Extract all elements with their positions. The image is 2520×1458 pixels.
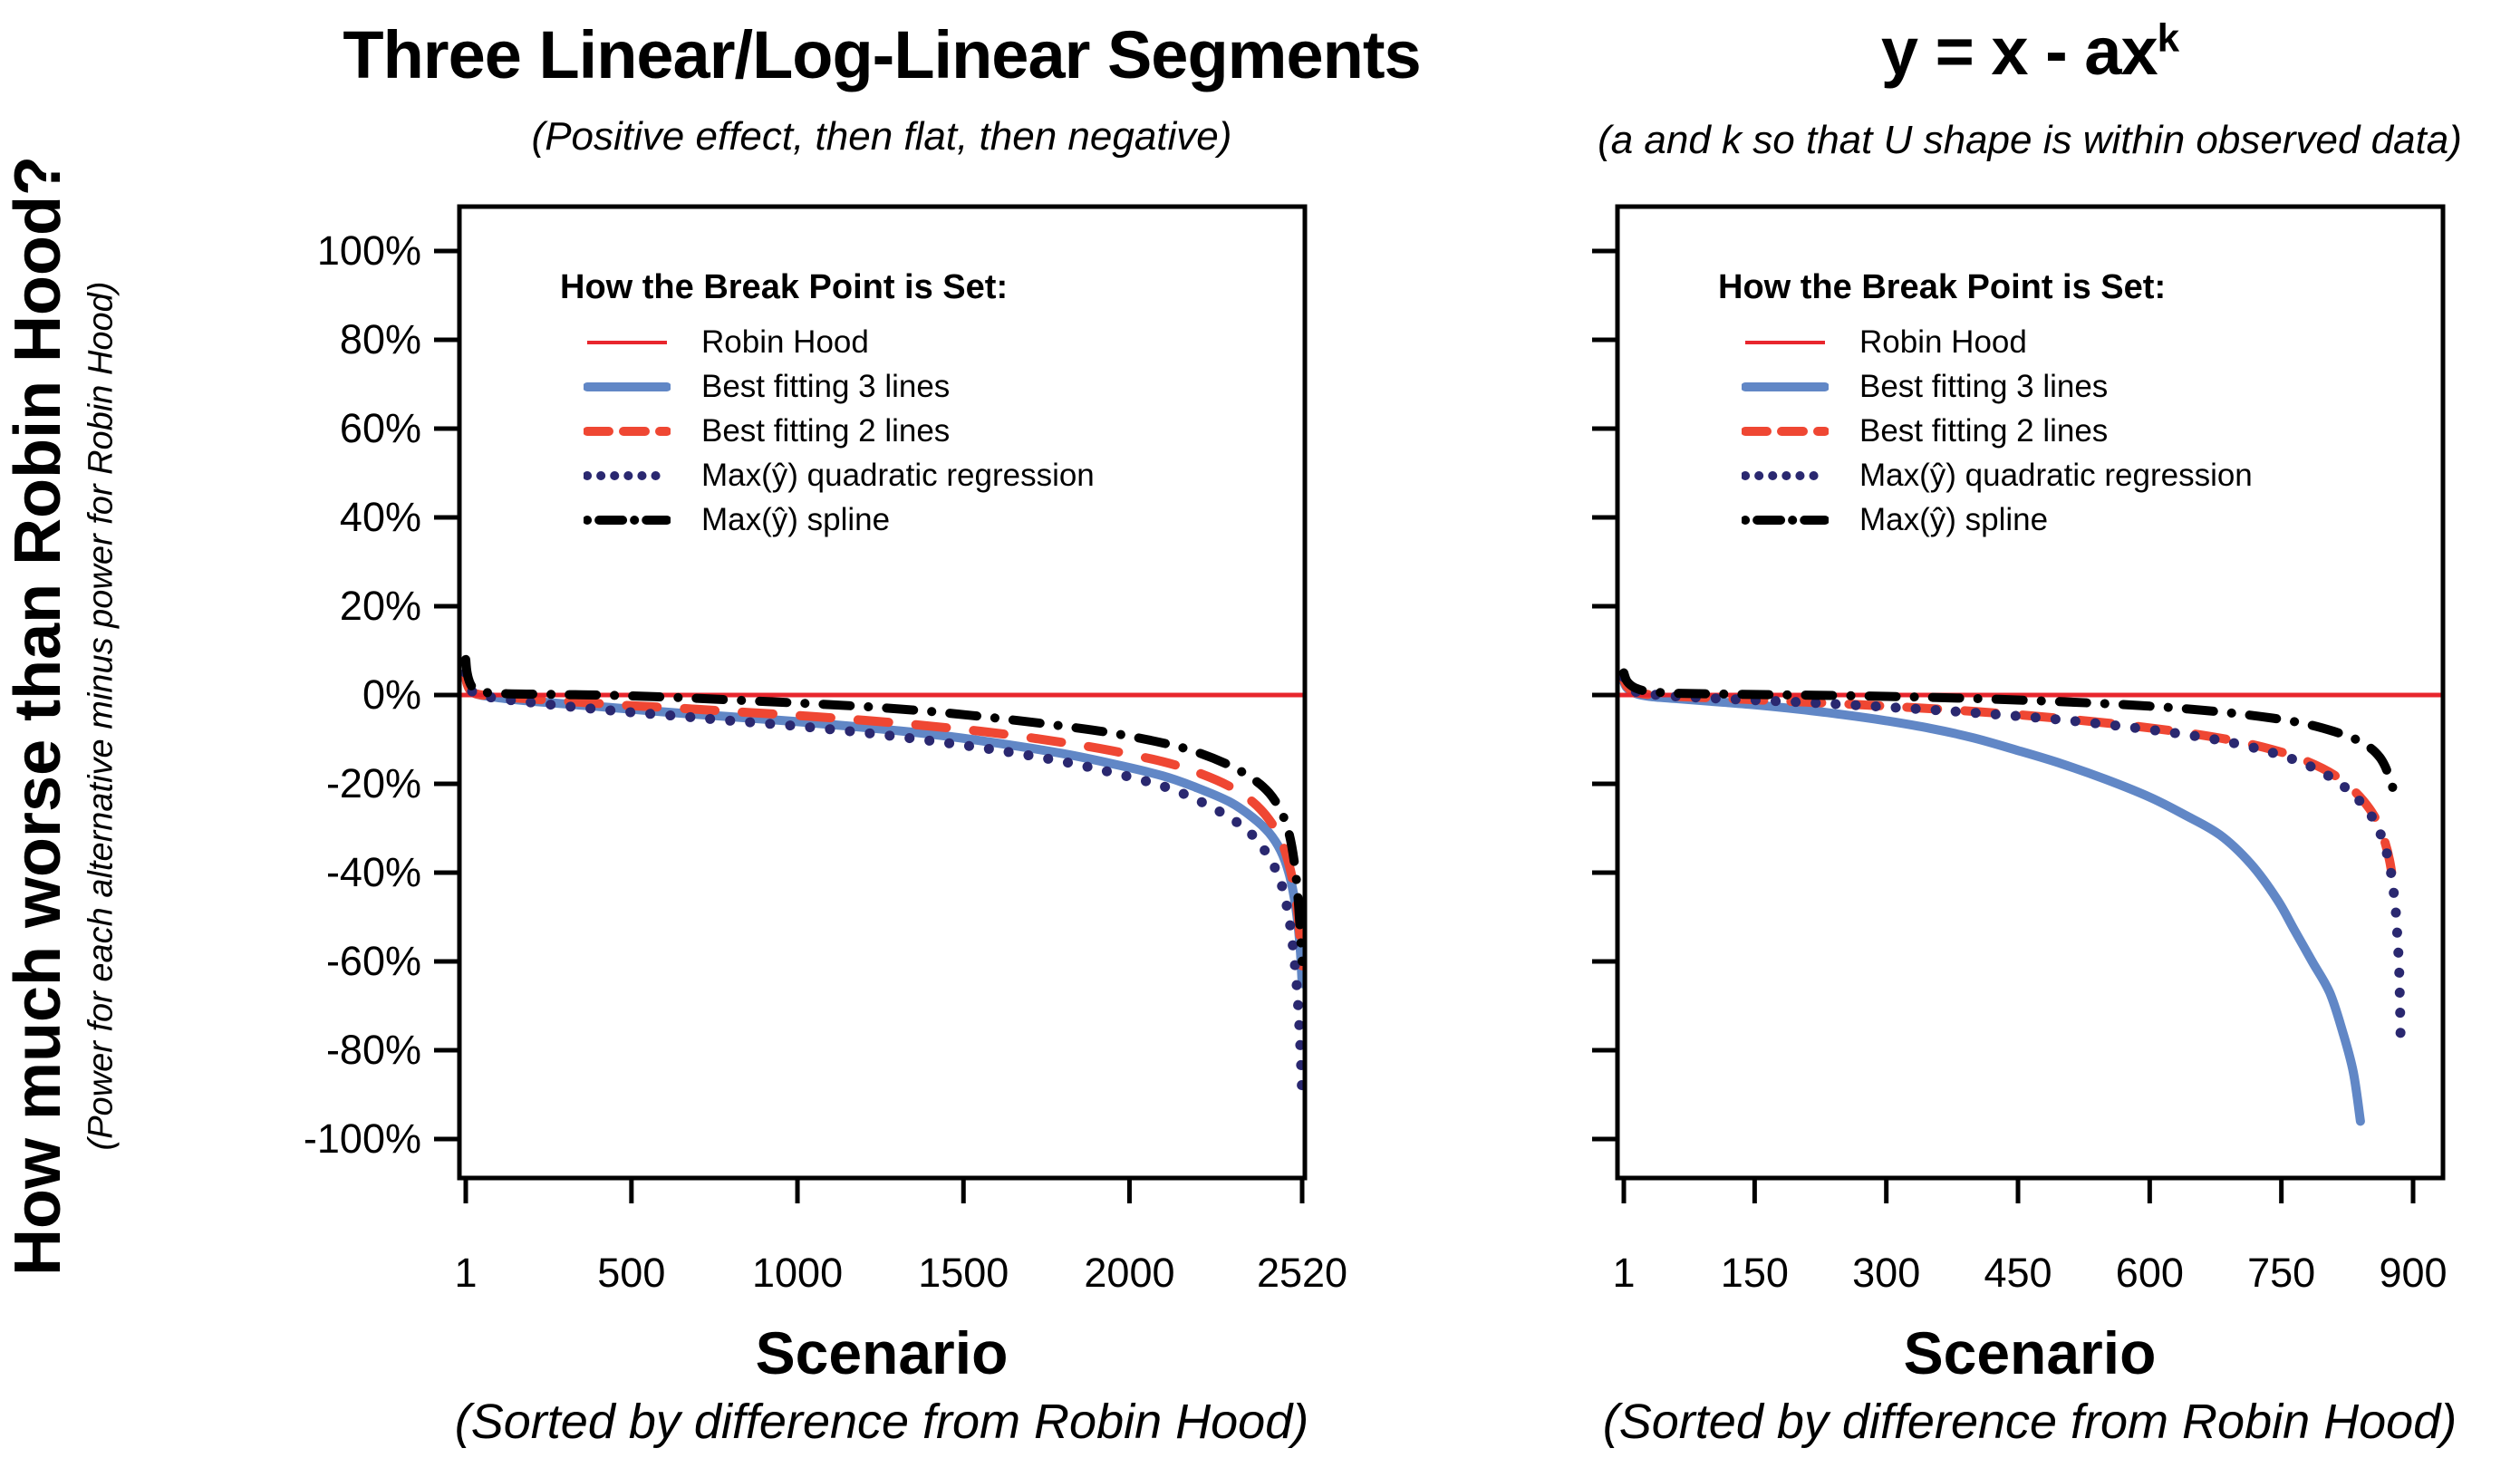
series-best-fitting-2-lines-panel2 [1619, 674, 2399, 904]
legend-swatch-navy-line-icon [584, 470, 671, 480]
legend-entry-blue: Best fitting 3 lines [560, 364, 1095, 409]
x-tick-label-panel1: 2520 [1257, 1250, 1347, 1296]
legend-entry-blue: Best fitting 3 lines [1718, 364, 2253, 409]
legend-label: Max(ŷ) spline [701, 501, 891, 537]
x-tick-label-panel2: 1 [1612, 1250, 1635, 1296]
legend-panel1: How the Break Point is Set: Robin Hood Bes… [560, 268, 1095, 542]
legend-entry-robin: Robin Hood [560, 320, 1095, 364]
legend-label: Best fitting 2 lines [1859, 412, 2109, 449]
x-tick-label-panel1: 1500 [918, 1250, 1009, 1296]
legend-swatch-orange-line-icon [1742, 426, 1829, 436]
legend-label: Robin Hood [1859, 323, 2027, 360]
legend-entry-black: Max(ŷ) spline [1718, 497, 2253, 542]
x-tick-label-panel1: 2000 [1084, 1250, 1174, 1296]
y-tick-label: 0% [362, 671, 421, 718]
x-tick-label-panel1: 500 [597, 1250, 665, 1296]
y-tick-label: -100% [304, 1115, 421, 1162]
y-tick-label: 80% [340, 316, 421, 362]
legend-label: Best fitting 2 lines [701, 412, 951, 449]
legend-panel2: How the Break Point is Set: Robin Hood Bes… [1718, 268, 2253, 542]
legend-label: Best fitting 3 lines [701, 368, 951, 404]
legend-swatch-orange-line-icon [584, 426, 671, 436]
legend-label: Max(ŷ) quadratic regression [1859, 457, 2253, 493]
x-tick-label-panel1: 1000 [752, 1250, 843, 1296]
legend-swatch-robin-line-icon [1745, 340, 1825, 344]
x-tick-label-panel2: 300 [1852, 1250, 1920, 1296]
legend-label: Max(ŷ) quadratic regression [701, 457, 1095, 493]
legend-entry-navy: Max(ŷ) quadratic regression [1718, 453, 2253, 497]
plot-box-panel2 [1615, 204, 2446, 1181]
legend-entry-navy: Max(ŷ) quadratic regression [560, 453, 1095, 497]
panel1-subtitle: (Positive effect, then flat, then negati… [531, 114, 1232, 159]
legend-swatch-navy-line-icon [1742, 470, 1829, 480]
panel2-xlabel-note: (Sorted by difference from Robin Hood) [1602, 1395, 2457, 1449]
panel2-subtitle: (a and k so that U shape is within obser… [1598, 118, 2462, 162]
x-tick-label-panel1: 1 [454, 1250, 477, 1296]
legend-entry-orange: Best fitting 2 lines [1718, 409, 2253, 453]
legend-swatch-black-line-icon [1742, 515, 1829, 525]
y-tick-label: -40% [326, 849, 421, 895]
legend-label: Best fitting 3 lines [1859, 368, 2109, 404]
series-max-quadratic-regression-panel1 [460, 668, 1308, 1100]
panel1-xlabel-note: (Sorted by difference from Robin Hood) [454, 1395, 1309, 1449]
legend-entry-robin: Robin Hood [1718, 320, 2253, 364]
y-tick-label: 40% [340, 494, 421, 540]
plot-box-panel1 [457, 204, 1308, 1181]
y-tick-label: -80% [326, 1027, 421, 1073]
x-tick-label-panel2: 150 [1721, 1250, 1789, 1296]
y-tick-label: -20% [326, 760, 421, 806]
legend-label: Robin Hood [701, 323, 869, 360]
legend-swatch-black-line-icon [584, 515, 671, 525]
panel1-xlabel: Scenario [755, 1319, 1009, 1386]
y-tick-label: 20% [340, 583, 421, 629]
panel2-title-base: y = x - ax [1880, 14, 2158, 89]
legend-entry-black: Max(ŷ) spline [560, 497, 1095, 542]
panel2-xlabel: Scenario [1903, 1319, 2157, 1386]
legend-label: Max(ŷ) spline [1859, 501, 2049, 537]
panel1-title: Three Linear/Log-Linear Segments [343, 17, 1421, 92]
legend-swatch-blue-line-icon [1742, 381, 1829, 391]
x-tick-label-panel2: 750 [2247, 1250, 2315, 1296]
legend-swatch-blue-line-icon [584, 381, 671, 391]
legend-swatch-robin-line-icon [587, 340, 667, 344]
y-tick-label: 60% [340, 405, 421, 451]
y-tick-label: 100% [317, 227, 421, 274]
x-tick-label-panel2: 600 [2116, 1250, 2184, 1296]
panel2-title-exponent: k [2157, 15, 2180, 61]
series-max-spline-panel2 [1619, 668, 2398, 793]
series-max-spline-panel1 [461, 654, 1307, 966]
series-best-fitting-2-lines-panel1 [461, 670, 1307, 970]
series-max-quadratic-regression-panel2 [1618, 671, 2406, 1056]
legend-title: How the Break Point is Set: [1718, 268, 2167, 306]
x-tick-label-panel2: 450 [1984, 1250, 2052, 1296]
x-tick-label-panel2: 900 [2379, 1250, 2447, 1296]
legend-entry-orange: Best fitting 2 lines [560, 409, 1095, 453]
y-tick-label: -60% [326, 938, 421, 984]
panel2-title: y = x - axk [1880, 13, 2180, 90]
legend-title: How the Break Point is Set: [560, 268, 1009, 306]
